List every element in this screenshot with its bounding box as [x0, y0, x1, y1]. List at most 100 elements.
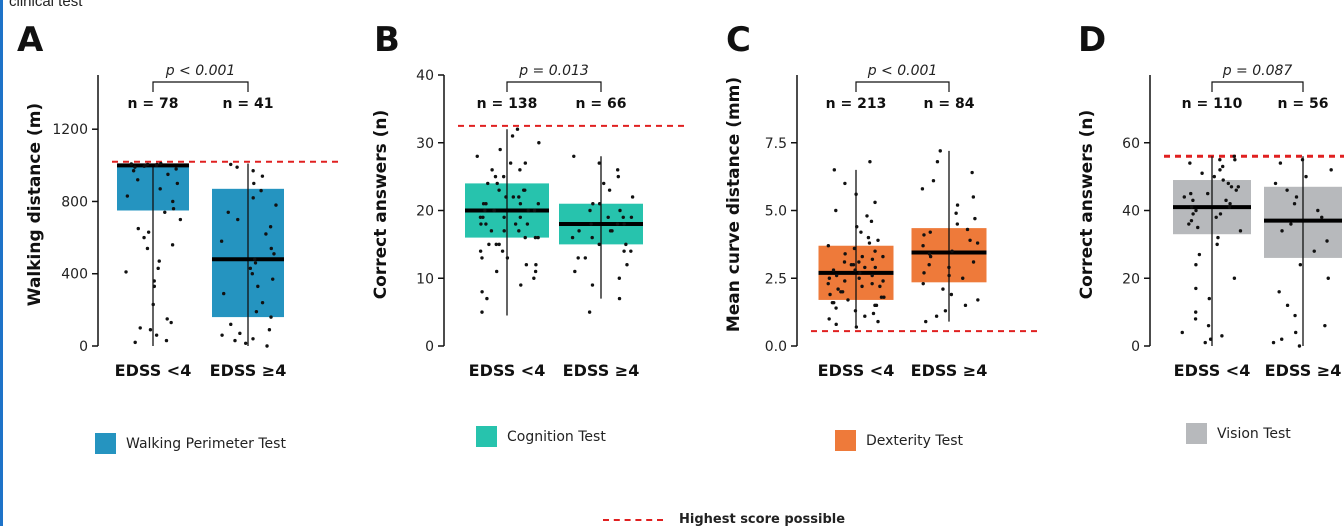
data-point-0-0-3 — [148, 328, 153, 332]
data-point-1-0-5 — [533, 269, 538, 274]
p-value-label-3: p = 0.087 — [1222, 63, 1293, 79]
data-point-2-0-45 — [840, 290, 845, 294]
data-point-2-1-26 — [935, 160, 940, 164]
legend-label-d: Vision Test — [1217, 425, 1291, 442]
data-point-1-0-22 — [484, 222, 488, 226]
data-point-1-0-28 — [478, 215, 483, 219]
data-point-3-0-36 — [1233, 157, 1237, 162]
y-tick-label-2-3: 7.5 — [765, 136, 787, 152]
data-point-1-1-24 — [618, 208, 622, 213]
y-tick-label-1-3: 30 — [416, 136, 434, 152]
data-point-3-0-27 — [1229, 185, 1234, 189]
panel-letter-c: C — [726, 20, 751, 60]
data-point-3-0-42 — [1236, 185, 1241, 189]
data-point-1-0-37 — [481, 202, 486, 206]
data-point-2-0-44 — [873, 303, 877, 308]
data-point-2-1-24 — [931, 178, 936, 183]
data-point-1-1-27 — [630, 195, 635, 199]
y-tick-label-2-2: 5.0 — [765, 204, 787, 220]
data-point-2-0-35 — [855, 225, 859, 229]
data-point-0-0-34 — [155, 162, 159, 167]
data-point-1-0-20 — [517, 229, 521, 233]
data-point-2-0-43 — [868, 160, 872, 164]
y-tick-label-1-1: 10 — [416, 271, 434, 287]
data-point-3-0-21 — [1227, 205, 1232, 209]
data-point-3-0-28 — [1226, 181, 1231, 186]
data-point-2-0-21 — [853, 268, 857, 272]
data-point-0-0-17 — [136, 226, 140, 231]
data-point-1-0-36 — [484, 202, 488, 206]
data-point-2-0-40 — [854, 192, 858, 196]
data-point-3-0-38 — [1218, 212, 1223, 216]
data-point-0-0-25 — [136, 178, 140, 182]
data-point-3-0-15 — [1196, 225, 1200, 230]
data-point-0-1-17 — [253, 257, 257, 261]
data-point-1-0-29 — [518, 215, 523, 219]
data-point-2-1-29 — [927, 263, 931, 267]
data-point-1-0-17 — [523, 235, 527, 240]
data-point-0-1-22 — [268, 225, 273, 229]
data-point-1-1-18 — [622, 222, 626, 226]
data-point-0-0-10 — [124, 270, 128, 274]
y-tick-label-3-2: 40 — [1122, 204, 1140, 220]
data-point-1-1-9 — [622, 249, 626, 253]
y-axis-label-1: Correct answers (n) — [371, 110, 391, 300]
data-point-0-1-5 — [238, 331, 242, 336]
data-point-3-0-24 — [1182, 195, 1186, 199]
data-point-1-1-4 — [573, 269, 577, 274]
data-point-3-1-10 — [1312, 249, 1316, 253]
data-point-3-0-22 — [1228, 202, 1232, 206]
data-point-0-1-11 — [222, 291, 226, 296]
n-label-1-0: n = 138 — [477, 96, 538, 112]
data-point-1-0-30 — [526, 208, 530, 213]
n-label-0-1: n = 41 — [223, 96, 274, 112]
data-point-1-0-8 — [534, 263, 538, 267]
data-point-2-0-32 — [876, 238, 880, 243]
data-point-2-1-18 — [955, 222, 960, 226]
data-point-0-1-0 — [265, 344, 269, 348]
data-point-3-1-23 — [1300, 157, 1305, 162]
data-point-3-1-17 — [1294, 195, 1299, 199]
data-point-2-0-50 — [831, 268, 836, 272]
n-label-3-1: n = 56 — [1278, 96, 1329, 112]
data-point-1-1-8 — [629, 249, 633, 253]
data-point-2-0-28 — [873, 249, 877, 253]
data-point-0-0-9 — [152, 279, 156, 283]
data-point-0-0-0 — [133, 340, 137, 345]
data-point-1-1-17 — [615, 222, 620, 226]
data-point-1-0-44 — [497, 188, 501, 192]
data-point-0-1-19 — [269, 246, 273, 251]
data-point-3-0-30 — [1212, 174, 1216, 179]
data-point-2-0-25 — [870, 257, 875, 261]
data-point-1-1-3 — [617, 276, 622, 280]
data-point-1-1-26 — [591, 202, 595, 206]
data-point-2-0-7 — [834, 306, 838, 310]
data-point-2-0-4 — [863, 314, 867, 318]
data-point-3-1-18 — [1285, 188, 1289, 192]
data-point-1-0-43 — [523, 188, 527, 192]
data-point-3-0-20 — [1194, 208, 1198, 213]
data-point-0-0-2 — [154, 333, 159, 337]
category-label-0-0: EDSS <4 — [115, 361, 192, 380]
data-point-2-1-0 — [924, 319, 928, 324]
y-axis-label-0: Walking distance (m) — [25, 103, 45, 306]
data-point-1-0-41 — [504, 195, 508, 199]
data-point-1-1-25 — [597, 202, 602, 206]
data-point-2-0-36 — [869, 219, 874, 224]
data-point-0-0-21 — [171, 199, 175, 204]
data-point-2-1-23 — [920, 187, 925, 191]
y-tick-label-1-4: 40 — [416, 68, 434, 84]
data-point-1-1-32 — [597, 161, 601, 165]
data-point-0-0-12 — [157, 259, 161, 263]
y-axis-label-2: Mean curve distance (mm) — [724, 77, 744, 332]
data-point-1-0-52 — [508, 161, 513, 165]
data-point-1-1-7 — [576, 256, 580, 260]
y-tick-label-3-1: 20 — [1122, 271, 1140, 287]
category-label-2-1: EDSS ≥4 — [911, 361, 988, 380]
data-point-1-1-19 — [589, 222, 593, 226]
data-point-2-1-14 — [921, 244, 925, 248]
legend-label-c: Dexterity Test — [866, 432, 963, 449]
data-point-3-1-20 — [1304, 174, 1308, 179]
data-point-1-0-24 — [513, 222, 518, 226]
y-tick-label-2-0: 0.0 — [765, 339, 787, 355]
